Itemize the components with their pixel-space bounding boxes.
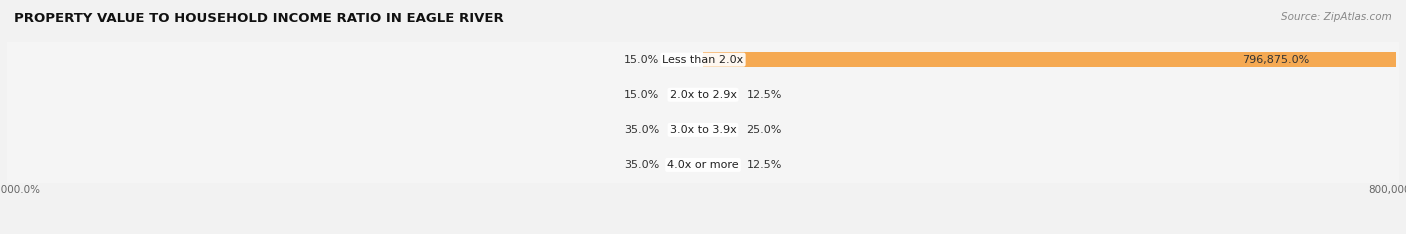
Legend: Without Mortgage, With Mortgage: Without Mortgage, With Mortgage bbox=[586, 231, 820, 234]
Text: 796,875.0%: 796,875.0% bbox=[1241, 55, 1309, 65]
Text: 12.5%: 12.5% bbox=[747, 90, 782, 100]
Text: 15.0%: 15.0% bbox=[624, 90, 659, 100]
Text: 4.0x or more: 4.0x or more bbox=[668, 160, 738, 170]
Text: 35.0%: 35.0% bbox=[624, 125, 659, 135]
Text: 15.0%: 15.0% bbox=[624, 55, 659, 65]
Text: 35.0%: 35.0% bbox=[624, 160, 659, 170]
Text: 2.0x to 2.9x: 2.0x to 2.9x bbox=[669, 90, 737, 100]
Text: PROPERTY VALUE TO HOUSEHOLD INCOME RATIO IN EAGLE RIVER: PROPERTY VALUE TO HOUSEHOLD INCOME RATIO… bbox=[14, 12, 503, 25]
Text: 12.5%: 12.5% bbox=[747, 160, 782, 170]
Text: Source: ZipAtlas.com: Source: ZipAtlas.com bbox=[1281, 12, 1392, 22]
Bar bbox=[703, 52, 1396, 67]
Text: Less than 2.0x: Less than 2.0x bbox=[662, 55, 744, 65]
Text: 3.0x to 3.9x: 3.0x to 3.9x bbox=[669, 125, 737, 135]
Text: 25.0%: 25.0% bbox=[747, 125, 782, 135]
